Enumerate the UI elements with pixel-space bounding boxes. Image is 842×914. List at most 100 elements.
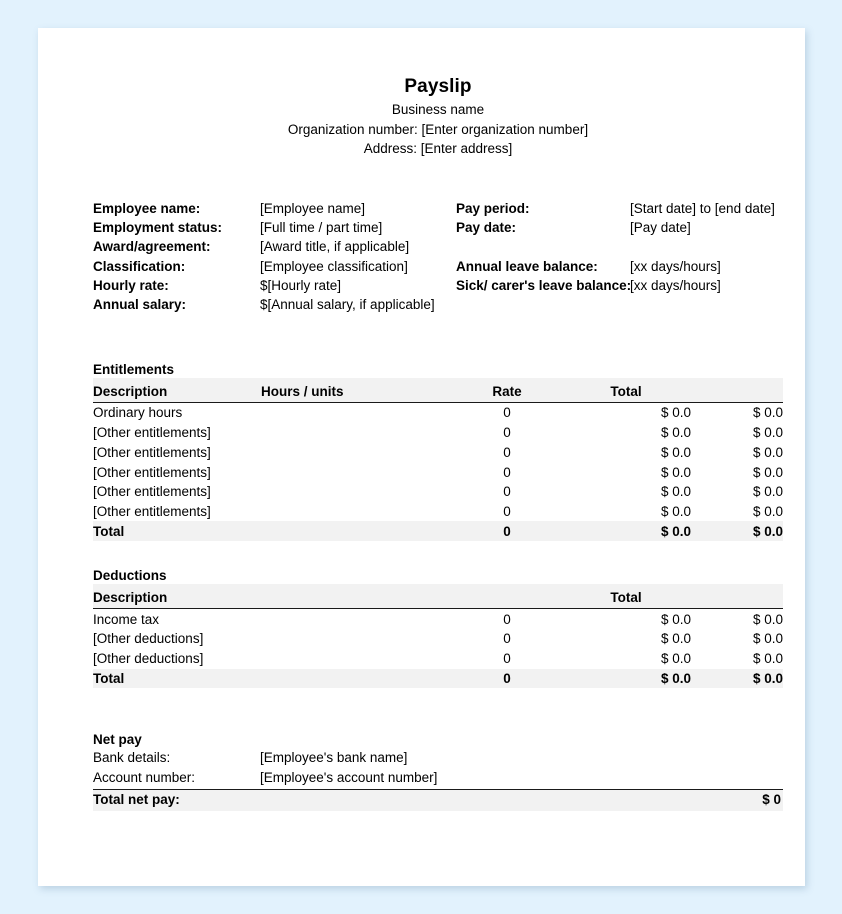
cell-hours: 0 [503, 484, 511, 500]
cell-total: $ 0.0 [752, 651, 784, 667]
cell-total: $ 0.0 [752, 611, 784, 627]
cell-total: $ 0.0 [752, 631, 784, 647]
detail-value: [Pay date] [630, 220, 691, 236]
detail-row-annual-salary: Annual salary: $[Annual salary, if appli… [93, 295, 453, 314]
net-pay-value: [Employee's account number] [260, 769, 438, 785]
cell-total: $ 0.0 [752, 405, 783, 421]
detail-label: Annual leave balance: [456, 258, 598, 274]
cell-description: [Other entitlements] [93, 484, 211, 500]
cell-rate: $ 0.0 [660, 611, 692, 627]
cell-hours: 0 [453, 521, 561, 542]
detail-value: [xx days/hours] [630, 258, 721, 274]
entitlements-section-title: Entitlements [93, 361, 175, 377]
table-row: [Other entitlements] 0 $ 0.0 $ 0.0 [93, 502, 783, 522]
table-row: [Other entitlements] 0 $ 0.0 $ 0.0 [93, 462, 783, 482]
cell-hours: 0 [503, 464, 511, 480]
cell-description: Income tax [93, 611, 160, 627]
cell-total: $ 0.0 [752, 504, 783, 520]
column-header-blank [691, 584, 784, 610]
detail-label: Annual salary: [93, 297, 187, 313]
detail-label: Hourly rate: [93, 277, 169, 293]
detail-value: [Employee classification] [260, 258, 408, 274]
net-pay-row-account-number: Account number: [Employee's account numb… [93, 768, 783, 788]
cell-rate: $ 0.0 [660, 484, 691, 500]
page-title: Payslip [404, 76, 472, 97]
net-pay-label: Bank details: [93, 750, 171, 766]
column-header-description: Description [93, 584, 562, 610]
net-pay-label: Account number: [93, 769, 196, 785]
detail-row-spacer [456, 237, 786, 256]
payslip-page: Payslip Business name Organization numbe… [38, 28, 805, 886]
detail-label: Employment status: [93, 220, 223, 236]
cell-rate: $ 0.0 [660, 405, 691, 421]
detail-row-employee-name: Employee name: [Employee name] [93, 199, 453, 218]
total-net-pay-row: Total net pay: $ 0 [93, 788, 783, 811]
document-header: Payslip Business name Organization numbe… [93, 28, 783, 159]
cell-hours: 0 [503, 504, 511, 520]
net-pay-rows: Bank details: [Employee's bank name] Acc… [93, 748, 783, 787]
detail-row-pay-period: Pay period: [Start date] to [end date] [456, 199, 786, 218]
employee-details-right-column: Pay period: [Start date] to [end date] P… [456, 199, 786, 295]
address-line: Address: [Enter address] [363, 141, 513, 157]
table-row: [Other deductions] 0 $ 0.0 $ 0.0 [93, 629, 783, 649]
detail-row-pay-date: Pay date: [Pay date] [456, 218, 786, 237]
detail-value: $[Annual salary, if applicable] [260, 297, 435, 313]
column-header-description: Description [93, 377, 261, 403]
net-pay-row-bank-details: Bank details: [Employee's bank name] [93, 748, 783, 768]
cell-description: [Other entitlements] [93, 444, 211, 460]
deductions-section-title: Deductions [93, 568, 167, 584]
detail-row-award-agreement: Award/agreement: [Award title, if applic… [93, 237, 453, 256]
cell-hours: 0 [503, 424, 511, 440]
cell-hours: 0 [503, 405, 511, 421]
payslip-content: Payslip Business name Organization numbe… [93, 28, 784, 811]
detail-label: Pay date: [456, 220, 517, 236]
cell-total: $ 0.0 [752, 424, 783, 440]
deductions-table: Description Total Income tax 0 $ 0.0 $ 0… [93, 584, 784, 689]
column-header-hours-units: Hours / units [261, 377, 453, 403]
column-header-total: Total [561, 584, 692, 610]
total-net-pay-label: Total net pay: [93, 792, 180, 808]
column-header-total: Total [561, 377, 691, 403]
cell-hours: 0 [503, 631, 511, 647]
table-row: [Other entitlements] 0 $ 0.0 $ 0.0 [93, 423, 783, 443]
cell-hours: 0 [503, 444, 511, 460]
detail-value: $[Hourly rate] [260, 277, 342, 293]
table-row: [Other entitlements] 0 $ 0.0 $ 0.0 [93, 482, 783, 502]
detail-row-annual-leave-balance: Annual leave balance: [xx days/hours] [456, 257, 786, 276]
cell-hours: 0 [503, 611, 511, 627]
cell-description: [Other entitlements] [93, 424, 211, 440]
detail-label: Employee name: [93, 200, 201, 216]
detail-value: [Start date] to [end date] [630, 200, 775, 216]
cell-hours: 0 [503, 651, 511, 667]
detail-row-sick-carers-leave-balance: Sick/ carer's leave balance: [xx days/ho… [456, 276, 786, 295]
employee-details: Employee name: [Employee name] Employmen… [93, 199, 783, 319]
detail-value: [Award title, if applicable] [260, 239, 410, 255]
cell-rate: $ 0.0 [561, 521, 691, 542]
organization-number-line: Organization number: [Enter organization… [287, 121, 589, 137]
table-row: [Other entitlements] 0 $ 0.0 $ 0.0 [93, 442, 783, 462]
entitlements-table: Description Hours / units Rate Total Ord… [93, 377, 783, 542]
entitlements-total-row: Total 0 $ 0.0 $ 0.0 [93, 521, 783, 542]
detail-label: Pay period: [456, 200, 530, 216]
deductions-section: Deductions Description Total Income tax … [93, 568, 784, 689]
column-header-blank [691, 377, 783, 403]
table-row: Income tax 0 $ 0.0 $ 0.0 [93, 609, 783, 629]
cell-hours: 0 [453, 668, 562, 689]
deductions-header-row: Description Total [93, 584, 784, 610]
cell-description: [Other entitlements] [93, 464, 211, 480]
entitlements-section: Entitlements Description Hours / units R… [93, 361, 783, 542]
detail-label: Sick/ carer's leave balance: [456, 277, 632, 293]
net-pay-value: [Employee's bank name] [260, 750, 408, 766]
column-header-rate: Rate [453, 377, 561, 403]
cell-rate: $ 0.0 [561, 668, 692, 689]
detail-value: [Full time / part time] [260, 220, 383, 236]
cell-rate: $ 0.0 [660, 631, 692, 647]
cell-total: $ 0.0 [691, 668, 784, 689]
cell-description: [Other deductions] [93, 631, 204, 647]
cell-description: [Other entitlements] [93, 504, 211, 520]
cell-description: Ordinary hours [93, 405, 183, 421]
total-net-pay-value: $ 0 [762, 792, 781, 808]
cell-total: $ 0.0 [691, 521, 783, 542]
detail-value: [xx days/hours] [630, 277, 721, 293]
cell-description: Total [93, 521, 453, 542]
